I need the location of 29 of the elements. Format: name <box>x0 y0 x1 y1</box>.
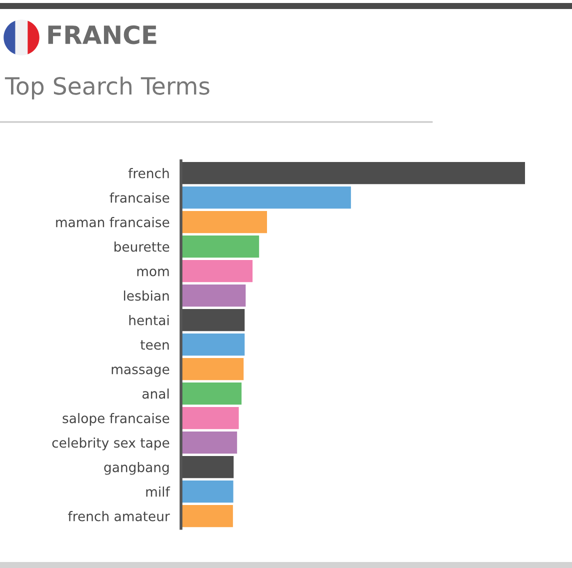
y-tick-label: salope francaise <box>62 413 170 426</box>
y-tick-label: francaise <box>110 192 170 203</box>
y-tick-label: lesbian <box>124 290 169 301</box>
y-tick-label: celebrity sex tape <box>52 438 170 450</box>
y-tick-label: teen <box>140 340 169 350</box>
bar <box>181 236 260 258</box>
y-tick-label: beurette <box>114 242 170 252</box>
bar <box>181 334 245 356</box>
y-tick-label: maman francaise <box>56 217 170 228</box>
y-tick-label: gangbang <box>104 462 169 475</box>
bar <box>181 358 244 380</box>
bar <box>181 505 233 528</box>
bar <box>181 407 239 430</box>
y-tick-label: mom <box>137 268 169 276</box>
bar <box>181 284 246 307</box>
y-tick-label: anal <box>142 388 169 399</box>
y-tick-label: milf <box>146 486 170 497</box>
y-tick-label: french <box>128 168 169 178</box>
bar <box>181 480 234 503</box>
y-tick-label: massage <box>112 366 170 377</box>
bar <box>181 211 267 234</box>
bar <box>181 186 351 209</box>
y-tick-label: hentai <box>129 315 169 326</box>
bar <box>181 432 238 454</box>
y-tick-label: french amateur <box>68 511 170 522</box>
chart-subtitle: Top Search Terms <box>4 76 210 100</box>
bar <box>181 260 253 282</box>
bar <box>181 382 242 405</box>
chart-title: FRANCE <box>48 25 156 44</box>
